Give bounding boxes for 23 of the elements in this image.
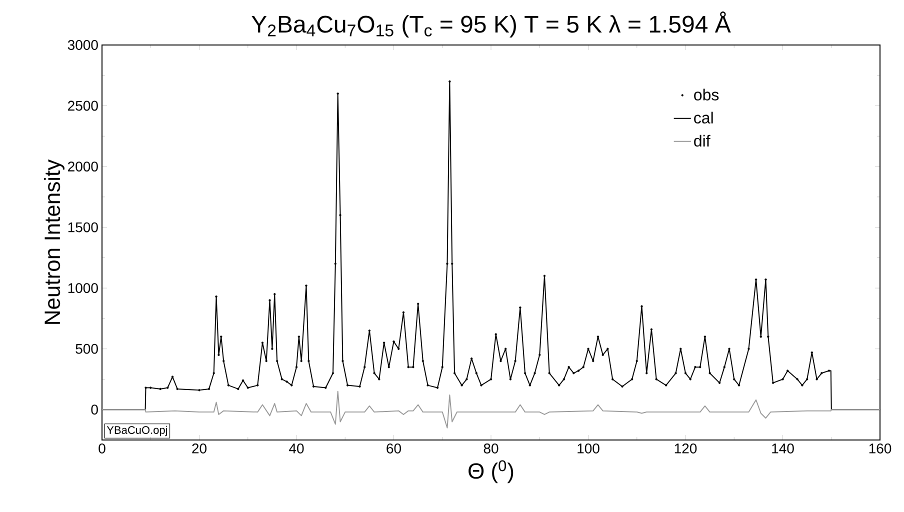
y-axis-title: Neutron Intensity: [44, 159, 64, 324]
chart-title: Y$_{2}$Ba$_{4}$Cu$_{7}$O$_{15}$ (T$_{c}$ = 95 K) T = 5 K λ = 1.594 Å: [252, 12, 731, 38]
x-tick-label: 140: [772, 444, 794, 454]
legend-label: dif: [694, 134, 710, 147]
x-tick-label: 160: [869, 444, 892, 454]
y-tick-label: 2500: [68, 100, 98, 111]
x-axis-title: Θ ($^{0}$): [468, 460, 514, 484]
y-tick-label: 1500: [68, 222, 98, 232]
x-tick-label: 0: [98, 444, 106, 454]
x-tick-label: 100: [578, 444, 600, 454]
x-tick-label: 80: [484, 444, 498, 454]
x-tick-label: 40: [289, 444, 304, 454]
y-tick-label: 0: [91, 404, 98, 415]
y-tick-label: 2000: [68, 162, 98, 172]
y-tick-label: 500: [76, 344, 98, 354]
legend-label: obs: [694, 88, 719, 100]
y-tick-label: 1000: [68, 283, 98, 294]
legend-label: cal: [694, 112, 713, 124]
y-tick-label: 3000: [68, 40, 98, 50]
x-tick-label: 120: [674, 444, 697, 454]
annotation: YBaCuO.opj: [106, 426, 168, 436]
x-tick-label: 60: [386, 444, 401, 454]
x-tick-label: 20: [192, 444, 206, 454]
